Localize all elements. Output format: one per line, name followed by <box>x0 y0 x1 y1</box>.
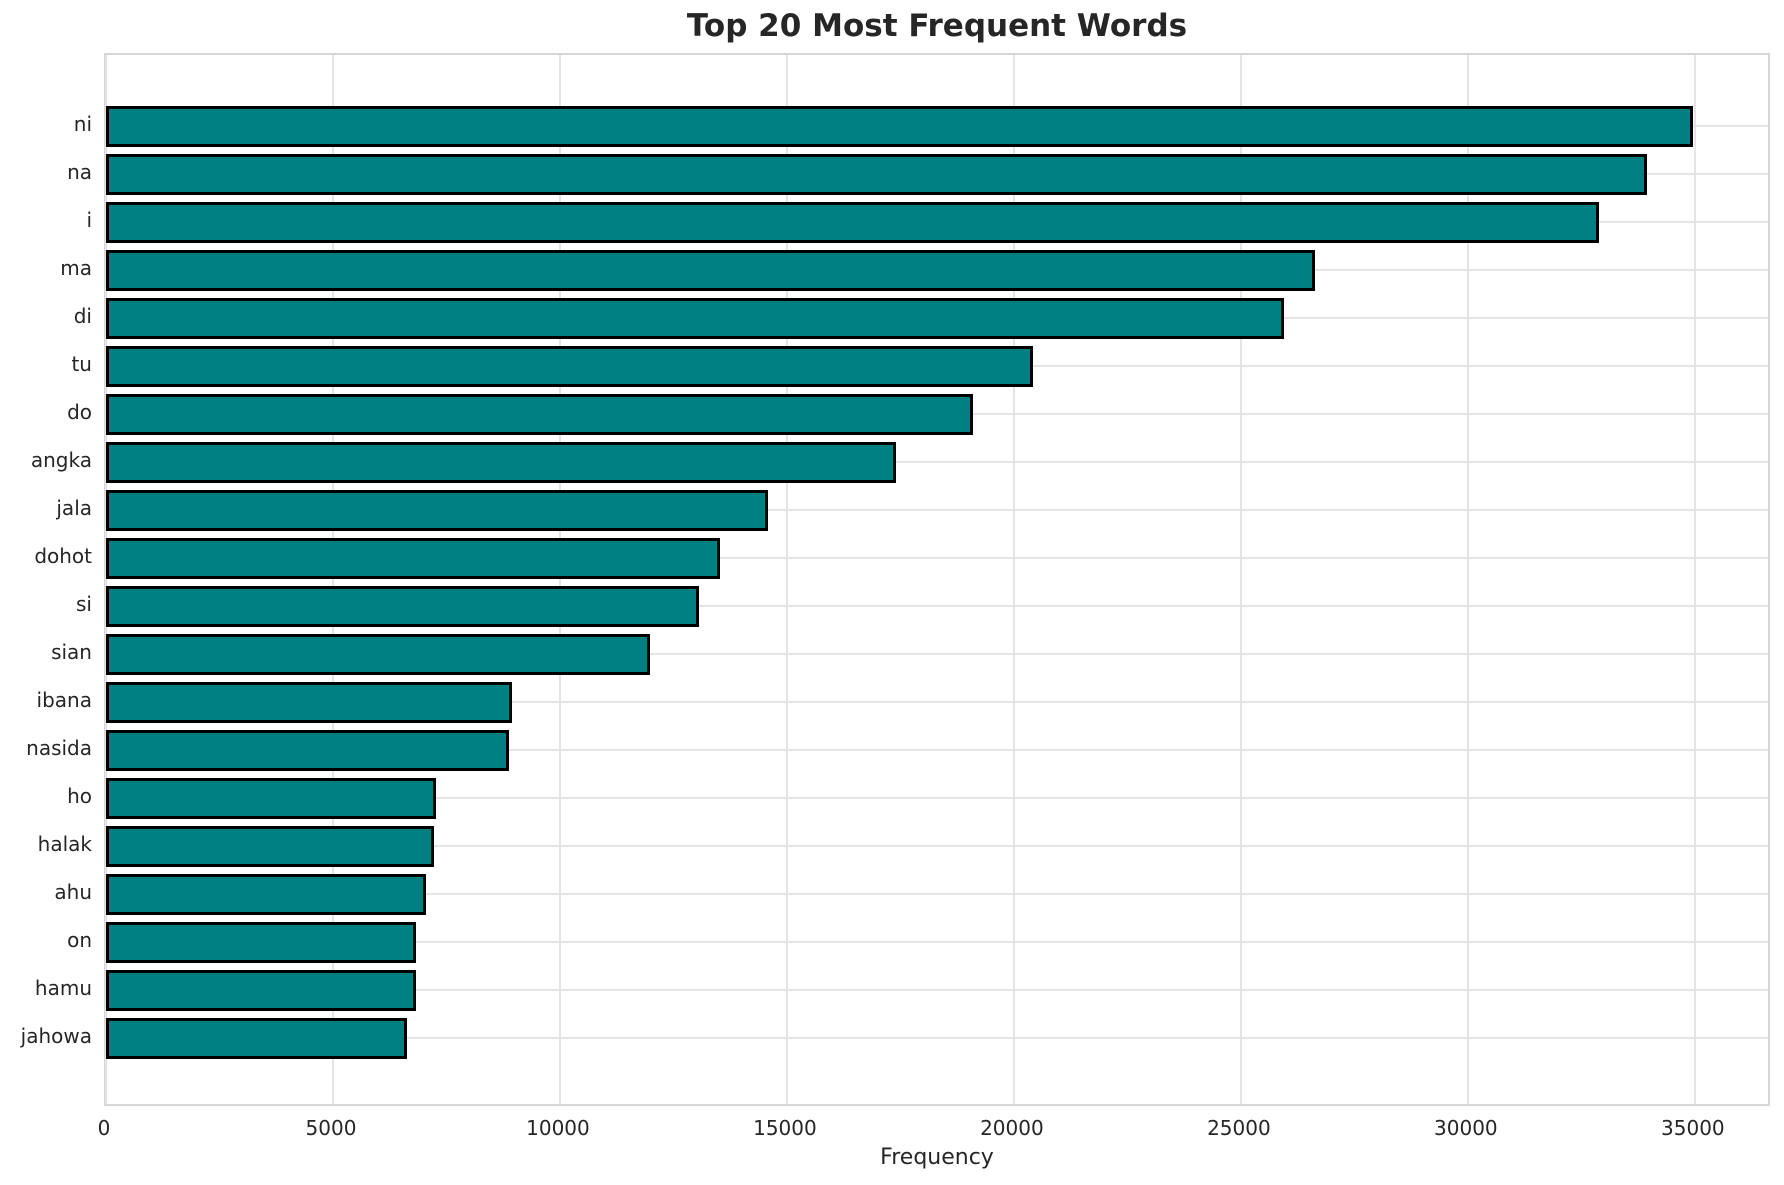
bar-sian <box>106 633 650 675</box>
gridline-horizontal-sian <box>106 653 1768 655</box>
plot-area <box>104 53 1770 1106</box>
gridline-horizontal-ahu <box>106 893 1768 895</box>
bar-dohot <box>106 537 720 579</box>
bar-na <box>106 153 1647 195</box>
x-tick-label-25000: 25000 <box>1207 1116 1271 1140</box>
y-tick-label-halak: halak <box>37 832 92 856</box>
y-tick-label-si: si <box>76 592 92 616</box>
gridline-vertical-0 <box>105 55 107 1104</box>
x-tick-label-30000: 30000 <box>1434 1116 1498 1140</box>
bar-i <box>106 201 1599 243</box>
y-tick-label-angka: angka <box>30 448 92 472</box>
x-tick-label-10000: 10000 <box>526 1116 590 1140</box>
bar-nasida <box>106 729 509 771</box>
y-tick-label-sian: sian <box>51 640 92 664</box>
bar-on <box>106 921 416 963</box>
gridline-horizontal-on <box>106 941 1768 943</box>
gridline-vertical-25000 <box>1239 55 1242 1104</box>
y-tick-label-jala: jala <box>56 496 92 520</box>
gridline-horizontal-hamu <box>106 989 1768 991</box>
y-tick-label-nasida: nasida <box>26 736 92 760</box>
y-tick-label-ahu: ahu <box>54 880 92 904</box>
x-tick-label-0: 0 <box>97 1116 111 1140</box>
y-tick-label-di: di <box>73 304 92 328</box>
gridline-horizontal-si <box>106 605 1768 607</box>
gridline-vertical-5000 <box>331 55 334 1104</box>
gridline-vertical-10000 <box>558 55 561 1104</box>
bar-jahowa <box>106 1017 407 1059</box>
gridline-horizontal-nasida <box>106 749 1768 751</box>
y-tick-label-do: do <box>67 400 92 424</box>
gridline-horizontal-ho <box>106 797 1768 799</box>
x-axis-label: Frequency <box>880 1145 994 1170</box>
y-tick-label-on: on <box>67 928 92 952</box>
y-tick-label-ibana: ibana <box>36 688 92 712</box>
gridline-horizontal-jala <box>106 509 1768 511</box>
bar-ibana <box>106 681 512 723</box>
chart-title: Top 20 Most Frequent Words <box>686 8 1188 44</box>
bar-jala <box>106 489 768 531</box>
x-tick-label-35000: 35000 <box>1661 1116 1725 1140</box>
y-tick-label-dohot: dohot <box>34 544 92 568</box>
gridline-vertical-20000 <box>1012 55 1015 1104</box>
bar-ni <box>106 105 1693 147</box>
y-tick-label-tu: tu <box>71 352 92 376</box>
gridline-horizontal-halak <box>106 845 1768 847</box>
y-tick-label-i: i <box>86 208 92 232</box>
gridline-horizontal-angka <box>106 461 1768 463</box>
gridline-vertical-15000 <box>785 55 788 1104</box>
bar-tu <box>106 345 1033 387</box>
y-tick-label-ho: ho <box>67 784 92 808</box>
x-tick-label-20000: 20000 <box>980 1116 1044 1140</box>
gridline-horizontal-dohot <box>106 557 1768 559</box>
bar-ho <box>106 777 436 819</box>
gridline-horizontal-ibana <box>106 701 1768 703</box>
y-tick-label-ni: ni <box>73 112 92 136</box>
bar-halak <box>106 825 434 867</box>
y-tick-label-na: na <box>67 160 92 184</box>
bar-ma <box>106 249 1315 291</box>
gridline-vertical-30000 <box>1466 55 1469 1104</box>
y-tick-label-hamu: hamu <box>34 976 92 1000</box>
gridline-vertical-35000 <box>1693 55 1696 1104</box>
bar-ahu <box>106 873 426 915</box>
bar-di <box>106 297 1284 339</box>
bar-si <box>106 585 699 627</box>
x-tick-label-15000: 15000 <box>753 1116 817 1140</box>
bar-hamu <box>106 969 416 1011</box>
y-tick-label-ma: ma <box>60 256 92 280</box>
bar-do <box>106 393 973 435</box>
gridline-horizontal-jahowa <box>106 1037 1768 1039</box>
x-tick-label-5000: 5000 <box>305 1116 357 1140</box>
bar-angka <box>106 441 896 483</box>
y-tick-label-jahowa: jahowa <box>20 1024 92 1048</box>
